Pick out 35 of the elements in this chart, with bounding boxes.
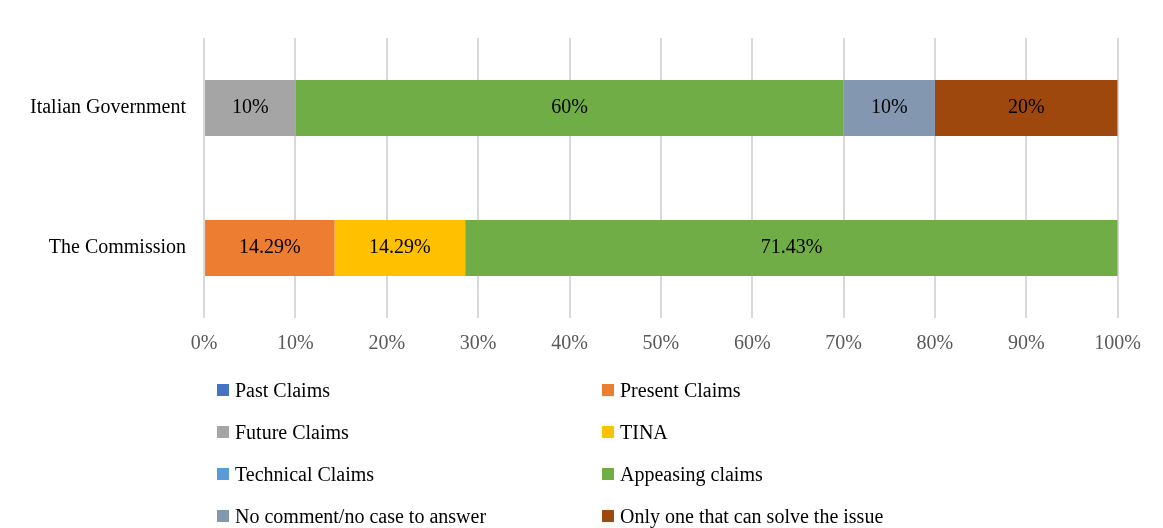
bar <box>205 220 335 276</box>
x-tick-label: 0% <box>190 331 218 354</box>
legend-label: Technical Claims <box>235 462 375 486</box>
legend-label: Present Claims <box>620 378 741 402</box>
legend-label: Only one that can solve the issue <box>620 504 884 528</box>
x-tick-label: 10% <box>277 331 314 354</box>
x-tick-label: 90% <box>1007 331 1045 354</box>
legend-label: No comment/no case to answer <box>235 504 487 528</box>
data-label: 14.29% <box>239 235 301 258</box>
bar <box>205 80 296 136</box>
bar <box>843 80 935 136</box>
y-tick-label: Italian Government <box>29 95 187 118</box>
x-tick-label: 60% <box>733 331 771 354</box>
data-label: 71.43% <box>760 235 823 258</box>
bar <box>465 220 1118 276</box>
x-tick-label: 20% <box>368 331 406 354</box>
legend-label: Appeasing claims <box>620 462 763 486</box>
bar <box>334 220 466 276</box>
legend-label: Past Claims <box>235 378 331 402</box>
legend-label: TINA <box>620 420 668 444</box>
data-label: 10% <box>870 95 908 118</box>
y-tick-label: The Commission <box>48 235 187 258</box>
x-tick-label: 100% <box>1094 331 1142 354</box>
x-tick-label: 80% <box>916 331 954 354</box>
data-label: 60% <box>551 95 588 118</box>
data-label: 14.29% <box>369 235 431 258</box>
x-tick-label: 40% <box>551 331 588 354</box>
x-tick-label: 50% <box>642 331 680 354</box>
data-label: 10% <box>231 95 269 118</box>
legend-label: Future Claims <box>235 420 349 444</box>
x-tick-label: 30% <box>459 331 497 354</box>
x-tick-label: 70% <box>825 331 862 354</box>
bar <box>934 80 1118 136</box>
bar <box>295 80 844 136</box>
data-label: 20% <box>1007 95 1045 118</box>
